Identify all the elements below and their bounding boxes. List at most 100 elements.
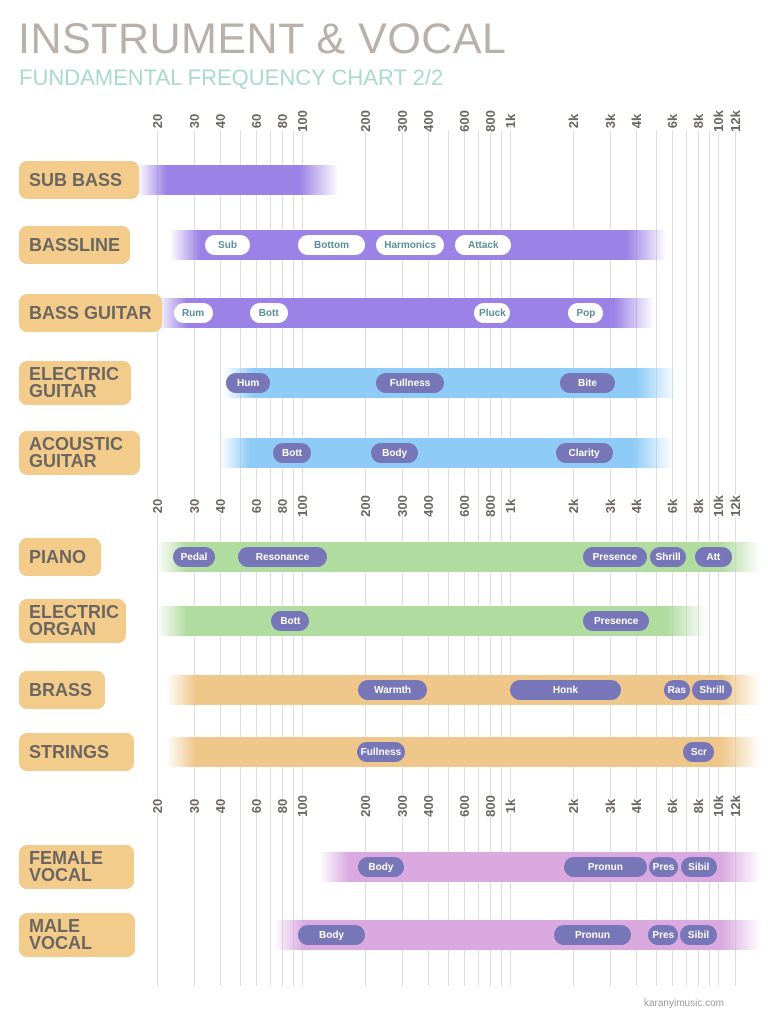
axis-tick-label: 8k bbox=[691, 113, 707, 129]
axis-tick-label: 30 bbox=[186, 498, 202, 514]
axis-tick-label: 80 bbox=[275, 113, 291, 129]
frequency-range-bar bbox=[136, 165, 339, 195]
band-pill: Presence bbox=[583, 611, 649, 631]
band-pill: Pedal bbox=[173, 547, 215, 567]
band-pill: Scr bbox=[683, 742, 715, 762]
axis-tick-label: 2k bbox=[566, 498, 581, 514]
band-pill: Bott bbox=[271, 611, 310, 631]
band-pill: Pronun bbox=[553, 925, 631, 945]
axis-tick-label: 3k bbox=[602, 498, 618, 514]
axis-tick-label: 10k bbox=[711, 110, 727, 132]
axis-tick-label: 600 bbox=[457, 110, 473, 132]
axis-tick-label: 200 bbox=[358, 795, 373, 817]
axis-tick-label: 400 bbox=[420, 110, 436, 132]
band-pill: Pronun bbox=[563, 857, 648, 877]
axis-tick-label: 40 bbox=[212, 798, 228, 814]
axis-tick-label: 20 bbox=[150, 498, 165, 514]
axis-tick-label: 3k bbox=[602, 113, 618, 129]
instrument-label-strings: STRINGS bbox=[19, 733, 134, 771]
axis-tick-label: 6k bbox=[665, 498, 681, 514]
axis-tick-label: 10k bbox=[711, 495, 727, 517]
band-pill: Sibil bbox=[680, 925, 717, 945]
band-pill: Pres bbox=[648, 857, 679, 877]
band-pill: Clarity bbox=[555, 443, 613, 463]
axis-tick-label: 80 bbox=[275, 798, 291, 814]
instrument-label-female-vocal: FEMALE VOCAL bbox=[19, 845, 134, 889]
axis-tick-label: 800 bbox=[483, 495, 499, 517]
axis-tick-label: 300 bbox=[394, 110, 410, 132]
axis-tick-label: 40 bbox=[212, 498, 228, 514]
band-pill: Att bbox=[694, 547, 732, 567]
frequency-range-bar bbox=[165, 737, 761, 767]
band-pill: Resonance bbox=[237, 547, 328, 567]
axis-tick-label: 4k bbox=[628, 113, 644, 129]
chart-subtitle: FUNDAMENTAL FREQUENCY CHART 2/2 bbox=[19, 65, 444, 90]
band-pill: Bott bbox=[272, 443, 312, 463]
axis-tick-label: 400 bbox=[420, 795, 436, 817]
instrument-label-acoustic-guitar: ACOUSTIC GUITAR bbox=[19, 431, 140, 475]
axis-tick-label: 80 bbox=[275, 498, 291, 514]
axis-tick-label: 800 bbox=[483, 110, 499, 132]
footer-credit: karanyimusic.com bbox=[643, 998, 724, 1009]
axis-tick-label: 8k bbox=[691, 798, 707, 814]
instrument-label-bassline: BASSLINE bbox=[19, 226, 131, 264]
axis-tick-label: 60 bbox=[249, 113, 265, 129]
axis-tick-label: 1k bbox=[503, 798, 519, 814]
axis-tick-label: 40 bbox=[212, 113, 228, 129]
band-pill: Sibil bbox=[680, 857, 717, 877]
axis-tick-label: 20 bbox=[150, 113, 165, 129]
band-pill: Fullness bbox=[356, 742, 406, 762]
axis-tick-label: 12k bbox=[727, 795, 743, 817]
band-pill: Harmonics bbox=[376, 235, 445, 255]
band-pill: Bottom bbox=[297, 235, 366, 255]
axis-tick-label: 60 bbox=[249, 498, 265, 514]
axis-tick-label: 100 bbox=[295, 795, 311, 817]
band-pill: Fullness bbox=[376, 373, 445, 393]
axis-tick-label: 10k bbox=[711, 795, 727, 817]
band-pill: Bite bbox=[559, 373, 616, 393]
axis-tick-label: 12k bbox=[727, 110, 743, 132]
instrument-label-sub-bass: SUB BASS bbox=[19, 161, 139, 199]
axis-tick-label: 6k bbox=[665, 798, 681, 814]
axis-tick-label: 2k bbox=[566, 798, 581, 814]
band-pill: Ras bbox=[663, 680, 690, 700]
band-pill: Rum bbox=[173, 303, 213, 323]
axis-tick-label: 100 bbox=[295, 495, 311, 517]
band-pill: Pluck bbox=[474, 303, 511, 323]
axis-tick-label: 6k bbox=[665, 113, 681, 129]
axis-tick-label: 60 bbox=[249, 798, 265, 814]
band-pill: Body bbox=[370, 443, 419, 463]
axis-tick-label: 1k bbox=[503, 498, 519, 514]
band-pill: Pres bbox=[648, 925, 679, 945]
axis-tick-label: 600 bbox=[457, 795, 473, 817]
band-pill: Attack bbox=[455, 235, 512, 255]
axis-tick-label: 30 bbox=[186, 798, 202, 814]
band-pill: Honk bbox=[510, 680, 621, 700]
axis-tick-label: 8k bbox=[691, 498, 707, 514]
axis-tick-label: 20 bbox=[150, 798, 165, 814]
axis-tick-label: 1k bbox=[503, 113, 519, 129]
axis-tick-label: 3k bbox=[602, 798, 618, 814]
axis-tick-label: 2k bbox=[566, 113, 581, 129]
band-pill: Sub bbox=[204, 235, 251, 255]
band-pill: Shrill bbox=[650, 547, 687, 567]
axis-tick-label: 800 bbox=[483, 795, 499, 817]
band-pill: Shrill bbox=[691, 680, 733, 700]
band-pill: Bott bbox=[249, 303, 288, 323]
axis-tick-label: 12k bbox=[727, 495, 743, 517]
instrument-label-electric-organ: ELECTRIC ORGAN bbox=[19, 599, 126, 643]
axis-tick-label: 30 bbox=[186, 113, 202, 129]
axis-tick-label: 100 bbox=[295, 110, 311, 132]
band-pill: Body bbox=[297, 925, 366, 945]
axis-tick-label: 300 bbox=[394, 795, 410, 817]
axis-tick-label: 4k bbox=[628, 798, 644, 814]
instrument-label-bass-guitar: BASS GUITAR bbox=[19, 294, 162, 332]
band-pill: Body bbox=[358, 857, 404, 877]
band-pill: Hum bbox=[226, 373, 271, 393]
axis-tick-label: 200 bbox=[358, 110, 373, 132]
instrument-label-piano: PIANO bbox=[19, 538, 101, 576]
instrument-label-brass: BRASS bbox=[19, 671, 105, 709]
axis-tick-label: 300 bbox=[394, 495, 410, 517]
axis-tick-label: 600 bbox=[457, 495, 473, 517]
band-pill: Pop bbox=[568, 303, 604, 323]
